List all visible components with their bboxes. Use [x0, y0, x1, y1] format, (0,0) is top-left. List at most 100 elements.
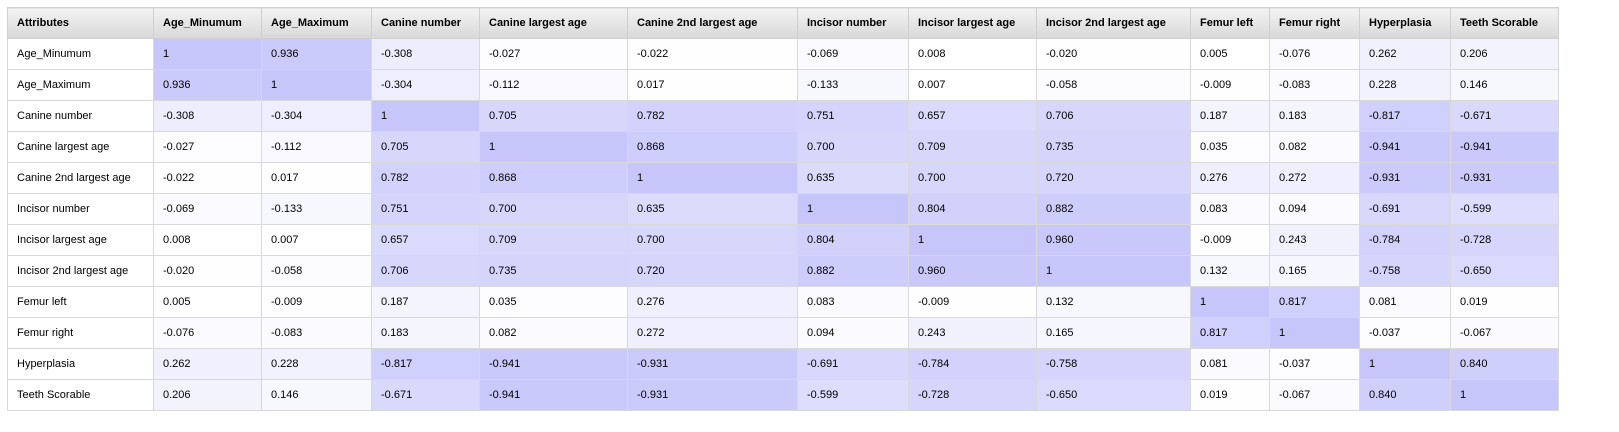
correlation-cell: 0.804 — [797, 224, 909, 256]
correlation-cell: -0.650 — [1036, 379, 1191, 411]
correlation-cell: 0.706 — [1036, 100, 1191, 132]
correlation-cell: -0.691 — [1359, 193, 1451, 225]
correlation-cell: 1 — [261, 69, 372, 101]
column-header-age-minumum[interactable]: Age_Minumum — [153, 7, 262, 39]
correlation-cell: 0.082 — [479, 317, 628, 349]
correlation-cell: 0.019 — [1450, 286, 1559, 318]
correlation-cell: 0.017 — [627, 69, 798, 101]
correlation-cell: 0.187 — [371, 286, 480, 318]
correlation-cell: 1 — [479, 131, 628, 163]
row-header-hyperplasia: Hyperplasia — [7, 348, 154, 380]
correlation-cell: 0.008 — [908, 38, 1037, 70]
correlation-cell: 0.706 — [371, 255, 480, 287]
correlation-cell: 0.081 — [1190, 348, 1270, 380]
correlation-cell: 0.705 — [371, 131, 480, 163]
correlation-cell: 1 — [1036, 255, 1191, 287]
correlation-cell: -0.020 — [1036, 38, 1191, 70]
correlation-cell: 0.228 — [1359, 69, 1451, 101]
table-row: Femur right -0.076 -0.083 0.183 0.082 0.272 0.… — [7, 317, 1559, 349]
row-header-teeth-scorable: Teeth Scorable — [7, 379, 154, 411]
correlation-cell: -0.304 — [261, 100, 372, 132]
correlation-cell: 0.657 — [371, 224, 480, 256]
correlation-cell: -0.067 — [1450, 317, 1559, 349]
correlation-cell: 0.700 — [908, 162, 1037, 194]
correlation-cell: 0.262 — [153, 348, 262, 380]
row-header-age-maximum: Age_Maximum — [7, 69, 154, 101]
correlation-cell: -0.067 — [1269, 379, 1360, 411]
column-header-incisor-2nd-largest-age[interactable]: Incisor 2nd largest age — [1036, 7, 1191, 39]
correlation-cell: 0.262 — [1359, 38, 1451, 70]
correlation-cell: 1 — [371, 100, 480, 132]
column-header-teeth-scorable[interactable]: Teeth Scorable — [1450, 7, 1559, 39]
correlation-cell: -0.941 — [1359, 131, 1451, 163]
correlation-cell: 0.936 — [153, 69, 262, 101]
correlation-cell: -0.941 — [1450, 131, 1559, 163]
correlation-cell: -0.691 — [797, 348, 909, 380]
correlation-cell: 0.272 — [627, 317, 798, 349]
table-row: Canine number -0.308 -0.304 1 0.705 0.782 0.75… — [7, 100, 1559, 132]
correlation-cell: 0.007 — [908, 69, 1037, 101]
correlation-cell: 0.804 — [908, 193, 1037, 225]
row-header-incisor-number: Incisor number — [7, 193, 154, 225]
correlation-cell: 0.882 — [797, 255, 909, 287]
correlation-cell: 0.936 — [261, 38, 372, 70]
column-header-hyperplasia[interactable]: Hyperplasia — [1359, 7, 1451, 39]
correlation-cell: -0.599 — [797, 379, 909, 411]
correlation-cell: 0.035 — [1190, 131, 1270, 163]
correlation-cell: -0.308 — [153, 100, 262, 132]
correlation-cell: -0.076 — [153, 317, 262, 349]
column-header-canine-2nd-largest-age[interactable]: Canine 2nd largest age — [627, 7, 798, 39]
correlation-cell: -0.931 — [1450, 162, 1559, 194]
correlation-cell: 0.132 — [1036, 286, 1191, 318]
column-header-incisor-number[interactable]: Incisor number — [797, 7, 909, 39]
correlation-cell: 0.840 — [1450, 348, 1559, 380]
correlation-cell: -0.037 — [1359, 317, 1451, 349]
row-header-femur-left: Femur left — [7, 286, 154, 318]
correlation-cell: -0.009 — [1190, 69, 1270, 101]
correlation-cell: 0.183 — [371, 317, 480, 349]
table-row: Canine 2nd largest age -0.022 0.017 0.782 0.… — [7, 162, 1559, 194]
row-header-age-minumum: Age_Minumum — [7, 38, 154, 70]
column-header-femur-left[interactable]: Femur left — [1190, 7, 1270, 39]
correlation-cell: -0.083 — [1269, 69, 1360, 101]
correlation-cell: 0.635 — [627, 193, 798, 225]
correlation-cell: 1 — [1269, 317, 1360, 349]
column-header-age-maximum[interactable]: Age_Maximum — [261, 7, 372, 39]
table-row: Incisor number -0.069 -0.133 0.751 0.700 0.63… — [7, 193, 1559, 225]
correlation-cell: 0.276 — [627, 286, 798, 318]
row-header-canine-largest-age: Canine largest age — [7, 131, 154, 163]
correlation-cell: -0.931 — [1359, 162, 1451, 194]
correlation-cell: 0.700 — [627, 224, 798, 256]
column-header-canine-number[interactable]: Canine number — [371, 7, 480, 39]
row-header-femur-right: Femur right — [7, 317, 154, 349]
column-header-femur-right[interactable]: Femur right — [1269, 7, 1360, 39]
correlation-cell: 0.094 — [1269, 193, 1360, 225]
correlation-cell: -0.133 — [261, 193, 372, 225]
correlation-cell: 1 — [1450, 379, 1559, 411]
correlation-cell: -0.304 — [371, 69, 480, 101]
matrix-body: Age_Minumum 1 0.936 -0.308 -0.027 -0.022 -0.06… — [7, 38, 1559, 411]
correlation-cell: 0.868 — [479, 162, 628, 194]
correlation-cell: 0.817 — [1269, 286, 1360, 318]
correlation-cell: 1 — [908, 224, 1037, 256]
corner-header[interactable]: Attributes — [7, 7, 154, 39]
column-header-incisor-largest-age[interactable]: Incisor largest age — [908, 7, 1037, 39]
column-header-canine-largest-age[interactable]: Canine largest age — [479, 7, 628, 39]
correlation-cell: 0.817 — [1190, 317, 1270, 349]
correlation-cell: -0.817 — [1359, 100, 1451, 132]
correlation-cell: -0.058 — [261, 255, 372, 287]
correlation-cell: 0.720 — [1036, 162, 1191, 194]
correlation-cell: -0.758 — [1036, 348, 1191, 380]
correlation-cell: -0.112 — [479, 69, 628, 101]
correlation-cell: -0.133 — [797, 69, 909, 101]
table-row: Incisor largest age 0.008 0.007 0.657 0.709 0… — [7, 224, 1559, 256]
correlation-cell: -0.009 — [1190, 224, 1270, 256]
correlation-cell: -0.037 — [1269, 348, 1360, 380]
table-row: Canine largest age -0.027 -0.112 0.705 1 0.86… — [7, 131, 1559, 163]
correlation-cell: 0.094 — [797, 317, 909, 349]
correlation-cell: 0.657 — [908, 100, 1037, 132]
correlation-cell: 0.146 — [261, 379, 372, 411]
correlation-cell: 0.206 — [153, 379, 262, 411]
correlation-cell: 0.709 — [479, 224, 628, 256]
table-row: Teeth Scorable 0.206 0.146 -0.671 -0.941 -0.9… — [7, 379, 1559, 411]
